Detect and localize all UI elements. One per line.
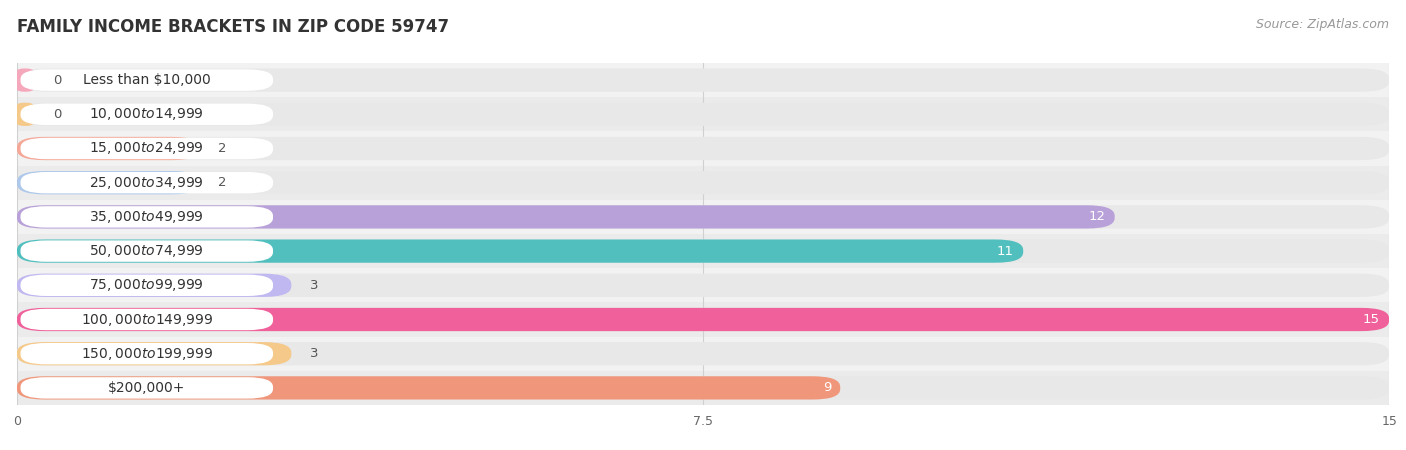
FancyBboxPatch shape — [21, 104, 273, 125]
FancyBboxPatch shape — [17, 342, 1389, 365]
Text: 11: 11 — [997, 245, 1014, 257]
FancyBboxPatch shape — [21, 240, 273, 262]
Text: 0: 0 — [53, 74, 62, 86]
FancyBboxPatch shape — [17, 103, 34, 126]
FancyBboxPatch shape — [17, 274, 291, 297]
FancyBboxPatch shape — [17, 239, 1389, 263]
FancyBboxPatch shape — [21, 172, 273, 194]
FancyBboxPatch shape — [21, 69, 273, 91]
Text: 2: 2 — [218, 176, 226, 189]
Text: Source: ZipAtlas.com: Source: ZipAtlas.com — [1256, 18, 1389, 31]
Text: 0: 0 — [53, 108, 62, 121]
Text: $35,000 to $49,999: $35,000 to $49,999 — [90, 209, 204, 225]
Text: 3: 3 — [309, 279, 318, 292]
FancyBboxPatch shape — [17, 308, 1389, 331]
Text: $200,000+: $200,000+ — [108, 381, 186, 395]
Text: $10,000 to $14,999: $10,000 to $14,999 — [90, 106, 204, 122]
Text: $100,000 to $149,999: $100,000 to $149,999 — [80, 311, 212, 328]
Text: 12: 12 — [1088, 211, 1105, 223]
FancyBboxPatch shape — [21, 377, 273, 399]
Text: $15,000 to $24,999: $15,000 to $24,999 — [90, 140, 204, 157]
Bar — [17, 200, 1389, 234]
FancyBboxPatch shape — [21, 343, 273, 364]
FancyBboxPatch shape — [17, 68, 34, 92]
Text: 2: 2 — [218, 142, 226, 155]
Bar — [17, 63, 1389, 97]
FancyBboxPatch shape — [17, 239, 1024, 263]
FancyBboxPatch shape — [17, 171, 200, 194]
Bar — [17, 268, 1389, 302]
FancyBboxPatch shape — [17, 171, 1389, 194]
FancyBboxPatch shape — [17, 205, 1115, 229]
Bar — [17, 97, 1389, 131]
FancyBboxPatch shape — [21, 138, 273, 159]
Bar — [17, 166, 1389, 200]
FancyBboxPatch shape — [17, 137, 200, 160]
Text: FAMILY INCOME BRACKETS IN ZIP CODE 59747: FAMILY INCOME BRACKETS IN ZIP CODE 59747 — [17, 18, 449, 36]
FancyBboxPatch shape — [17, 376, 1389, 400]
Text: 15: 15 — [1362, 313, 1379, 326]
Text: $150,000 to $199,999: $150,000 to $199,999 — [80, 346, 212, 362]
FancyBboxPatch shape — [17, 137, 1389, 160]
Text: $75,000 to $99,999: $75,000 to $99,999 — [90, 277, 204, 293]
Bar — [17, 131, 1389, 166]
Text: Less than $10,000: Less than $10,000 — [83, 73, 211, 87]
Text: 9: 9 — [823, 382, 831, 394]
Text: $25,000 to $34,999: $25,000 to $34,999 — [90, 175, 204, 191]
Bar — [17, 302, 1389, 337]
FancyBboxPatch shape — [17, 274, 1389, 297]
Bar — [17, 234, 1389, 268]
FancyBboxPatch shape — [17, 342, 291, 365]
Text: 3: 3 — [309, 347, 318, 360]
FancyBboxPatch shape — [17, 103, 1389, 126]
FancyBboxPatch shape — [21, 309, 273, 330]
Text: $50,000 to $74,999: $50,000 to $74,999 — [90, 243, 204, 259]
FancyBboxPatch shape — [17, 68, 1389, 92]
Bar — [17, 337, 1389, 371]
FancyBboxPatch shape — [21, 206, 273, 228]
FancyBboxPatch shape — [21, 274, 273, 296]
FancyBboxPatch shape — [17, 308, 1389, 331]
FancyBboxPatch shape — [17, 205, 1389, 229]
FancyBboxPatch shape — [17, 376, 841, 400]
Bar — [17, 371, 1389, 405]
